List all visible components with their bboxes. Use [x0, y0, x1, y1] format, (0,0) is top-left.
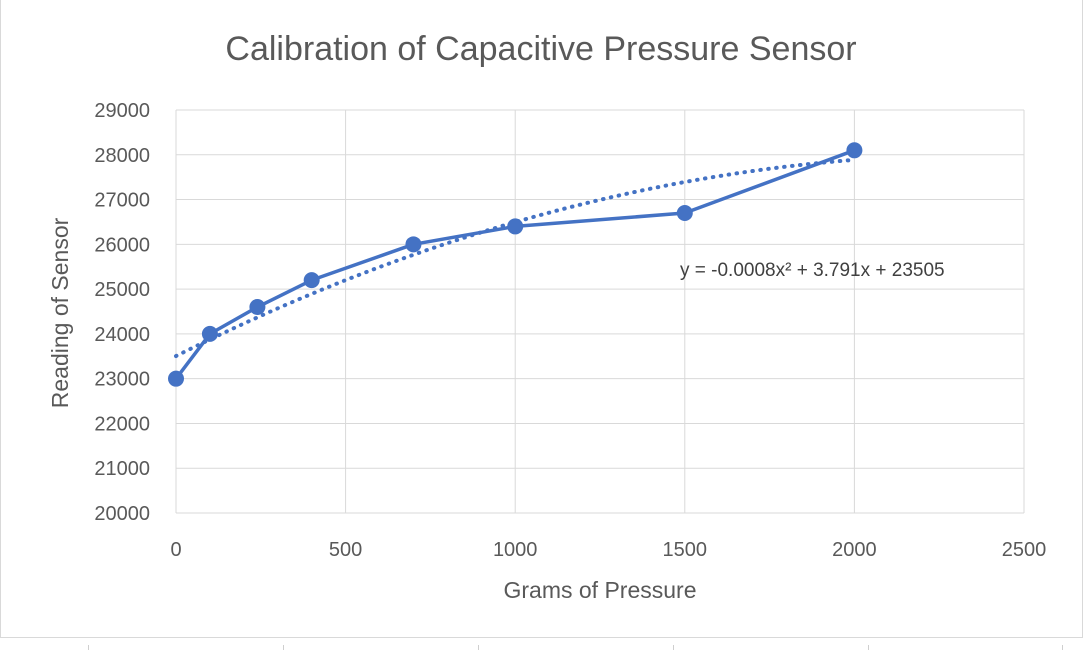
x-axis-label: Grams of Pressure — [504, 577, 697, 603]
chart-title: Calibration of Capacitive Pressure Senso… — [225, 30, 856, 68]
x-tick-label: 500 — [329, 539, 362, 561]
x-tick-label: 2000 — [832, 539, 877, 561]
y-tick-label: 28000 — [94, 145, 150, 167]
data-point — [507, 218, 524, 235]
data-point — [249, 299, 266, 316]
data-point — [168, 370, 184, 387]
data-point — [676, 204, 693, 221]
y-tick-label: 22000 — [94, 413, 150, 435]
data-point — [846, 142, 863, 159]
y-tick-label: 23000 — [94, 369, 150, 391]
data-point — [201, 325, 218, 342]
frame-tick — [1062, 645, 1063, 650]
trendline-equation: y = -0.0008x² + 3.791x + 23505 — [680, 260, 945, 281]
y-tick-label: 26000 — [94, 234, 150, 256]
frame-tick — [283, 645, 284, 650]
frame-tick — [88, 645, 89, 650]
x-tick-label: 2500 — [1002, 539, 1047, 561]
y-axis-label: Reading of Sensor — [47, 217, 73, 408]
x-tick-label: 1500 — [663, 539, 708, 561]
y-tick-label: 20000 — [94, 503, 150, 525]
x-tick-label: 1000 — [493, 539, 538, 561]
y-tick-label: 21000 — [94, 458, 150, 480]
frame-tick — [478, 645, 479, 650]
x-tick-label: 0 — [170, 539, 181, 561]
y-tick-label: 24000 — [94, 324, 150, 346]
y-tick-label: 29000 — [94, 100, 150, 122]
data-point — [405, 236, 422, 253]
frame-tick — [673, 645, 674, 650]
frame-tick — [868, 645, 869, 650]
series-line — [174, 148, 857, 381]
series-layer — [168, 142, 863, 387]
y-tick-label: 25000 — [94, 279, 150, 301]
data-point — [303, 272, 320, 289]
x-axis-tick-labels: 0 500 1000 1500 2000 2500 — [170, 539, 1046, 561]
y-axis-tick-labels: 20000 21000 22000 23000 24000 25000 26000 27000… — [94, 100, 150, 525]
y-tick-label: 27000 — [94, 190, 150, 212]
gridlines — [175, 109, 1025, 514]
